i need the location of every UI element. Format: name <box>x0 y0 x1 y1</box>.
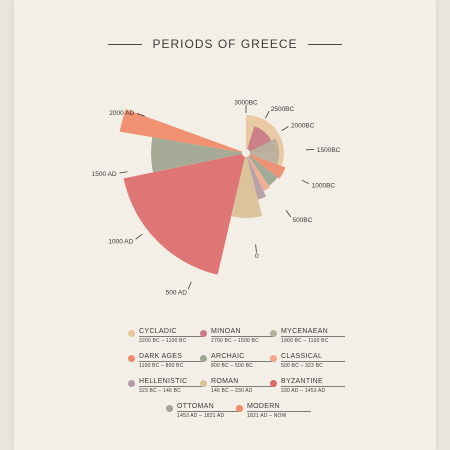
chart-title: PERIODS OF GREECE <box>152 37 298 51</box>
legend-swatch <box>200 380 207 387</box>
sector-archaic <box>248 155 278 186</box>
legend-name: MINOAN <box>211 328 241 335</box>
legend-name: ARCHAIC <box>211 353 245 360</box>
legend-swatch <box>128 355 135 362</box>
legend-swatch <box>200 355 207 362</box>
legend-range: 2700 BC – 1500 BC <box>211 338 259 344</box>
legend-name: DARK AGES <box>139 353 183 360</box>
legend-swatch <box>270 330 277 337</box>
tick-mark <box>136 112 145 117</box>
tick-label: 2500BC <box>271 106 295 113</box>
tick-label: 500BC <box>292 217 312 224</box>
legend-swatch <box>270 355 277 362</box>
tick-mark <box>255 244 257 253</box>
tick-label: 500 AD <box>166 289 188 296</box>
tick-label: 1000 AD <box>108 239 133 246</box>
sector-roman <box>231 156 263 219</box>
legend-rule <box>139 361 203 362</box>
legend-range: 1900 BC – 1100 BC <box>281 338 329 344</box>
legend-name: MODERN <box>247 403 280 410</box>
legend-item-ottoman: OTTOMAN 1453 AD – 1821 AD <box>166 403 256 426</box>
tick-label: 3000BC <box>234 100 258 107</box>
legend-range: 1821 AD – NOW <box>247 413 287 419</box>
sector-dark-ages <box>249 154 286 179</box>
legend-rule <box>211 361 275 362</box>
legend-name: CYCLADIC <box>139 328 177 335</box>
tick-mark <box>187 281 192 290</box>
legend-range: 330 AD – 1453 AD <box>281 388 326 394</box>
tick-label: 0 <box>255 253 259 260</box>
legend-swatch <box>270 380 277 387</box>
legend-name: OTTOMAN <box>177 403 214 410</box>
legend-swatch <box>128 330 135 337</box>
sector-byzantine <box>123 153 246 275</box>
legend-item-mycenaean: MYCENAEAN 1900 BC – 1100 BC <box>270 328 360 351</box>
tick-mark <box>281 126 289 132</box>
legend-swatch <box>128 380 135 387</box>
legend-rule <box>139 336 203 337</box>
legend-rule <box>281 386 345 387</box>
title-rule-left <box>108 43 143 45</box>
tick-label: 1500 AD <box>92 171 117 178</box>
legend-swatch <box>166 405 173 412</box>
ticks-group: 3000BC 2500BC 2000BC 1500BC 1000BC 500BC 0 500 … <box>92 100 341 297</box>
legend-rule <box>281 361 345 362</box>
legend-item-hellenistic: HELLENISTIC 323 BC – 146 BC <box>128 378 218 401</box>
tick-label: 2000BC <box>291 122 315 129</box>
legend-rule <box>139 386 203 387</box>
legend-range: 323 BC – 146 BC <box>139 388 181 394</box>
sectors-group <box>119 109 286 275</box>
sector-ottoman <box>151 137 243 173</box>
legend-rule <box>211 386 275 387</box>
title-row: PERIODS OF GREECE <box>14 34 436 54</box>
tick-label: 1000BC <box>312 183 336 190</box>
legend-item-roman: ROMAN 146 BC – 330 AD <box>200 378 290 401</box>
legend-item-minoan: MINOAN 2700 BC – 1500 BC <box>200 328 290 351</box>
tick-mark <box>135 233 143 240</box>
legend-rule <box>211 336 275 337</box>
legend-name: ROMAN <box>211 378 239 385</box>
legend-name: CLASSICAL <box>281 353 323 360</box>
legend-swatch <box>200 330 207 337</box>
sector-mycenaean <box>249 138 279 165</box>
legend-range: 3200 BC – 1100 BC <box>139 338 187 344</box>
title-rule-right <box>307 43 342 45</box>
legend-item-archaic: ARCHAIC 800 BC – 500 BC <box>200 353 290 376</box>
legend-range: 1100 BC – 800 BC <box>139 363 184 369</box>
legend-item-classical: CLASSICAL 500 BC – 323 BC <box>270 353 360 376</box>
legend-range: 1453 AD – 1821 AD <box>177 413 225 419</box>
legend-name: BYZANTINE <box>281 378 323 385</box>
tick-mark <box>265 110 270 119</box>
tick-label: 2000 AD <box>109 110 134 117</box>
sector-modern <box>119 109 243 153</box>
legend-range: 146 BC – 330 AD <box>211 388 253 394</box>
sector-hellenistic <box>246 156 267 200</box>
tick-mark <box>301 179 310 185</box>
tick-label: 1500BC <box>317 147 341 154</box>
legend-item-byzantine: BYZANTINE 330 AD – 1453 AD <box>270 378 360 401</box>
legend-item-cycladic: CYCLADIC 3200 BC – 1100 BC <box>128 328 218 351</box>
tick-mark <box>119 171 128 174</box>
legend-swatch <box>236 405 243 412</box>
legend-range: 500 BC – 323 BC <box>281 363 323 369</box>
legend-rule <box>247 411 311 412</box>
legend-rule <box>177 411 241 412</box>
legend-rule <box>281 336 345 337</box>
legend-name: MYCENAEAN <box>281 328 329 335</box>
legend-name: HELLENISTIC <box>139 378 188 385</box>
legend-range: 800 BC – 500 BC <box>211 363 253 369</box>
legend-item-dark-ages: DARK AGES 1100 BC – 800 BC <box>128 353 218 376</box>
legend-item-modern: MODERN 1821 AD – NOW <box>236 403 326 426</box>
sector-classical <box>247 156 271 192</box>
tick-mark <box>285 210 292 218</box>
